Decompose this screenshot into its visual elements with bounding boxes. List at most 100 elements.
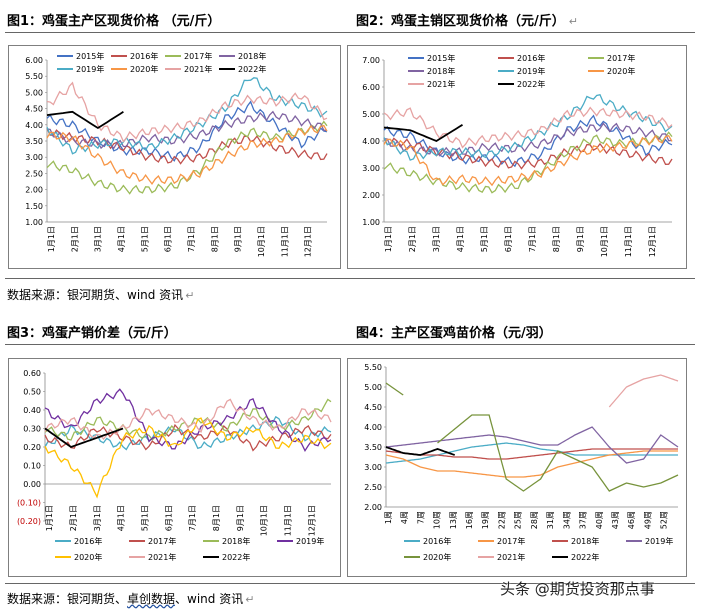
fig1-ytick-5: 3.50 (25, 137, 43, 146)
fig3-legend-label-1: 2017年 (148, 536, 176, 546)
fig4-xtick-14: 43周 (611, 511, 620, 529)
watermark: 头条 @期货投资那点事 (500, 580, 655, 598)
fig3-legend-label-2: 2018年 (222, 536, 250, 546)
fig4-series-5 (608, 374, 679, 408)
source-note-top: 数据来源：银河期货、wind 资讯 ↵ (7, 288, 195, 302)
fig1-legend-label-0: 2015年 (76, 51, 104, 61)
fig4-xtick-11: 34周 (562, 511, 571, 529)
fig2-series-4 (383, 94, 673, 161)
fig4-xtick-6: 19周 (481, 511, 490, 529)
fig1-ytick-3: 2.50 (25, 169, 43, 178)
fig4-xtick-1: 4周 (400, 511, 409, 524)
fig1-legend-label-7: 2022年 (238, 64, 266, 74)
fig4-xtick-16: 49周 (643, 511, 652, 529)
fig3-ytick-3: 0.10 (23, 462, 41, 471)
fig1-title: 图1：鸡蛋主产区现货价格 （元/斤） (7, 14, 221, 29)
fig4-ytick-0: 2.00 (364, 503, 382, 512)
fig4-xtick-15: 46周 (627, 511, 636, 529)
fig3-legend-label-4: 2020年 (74, 552, 102, 562)
source-rule-top (5, 278, 695, 279)
fig2-xtick-0: 1月1日 (384, 226, 393, 252)
fig4-xtick-12: 37周 (579, 511, 588, 529)
fig3-ytick-5: 0.30 (23, 425, 41, 434)
fig3-xtick-5: 6月1日 (164, 505, 173, 531)
fig2-legend-label-5: 2020年 (607, 66, 635, 76)
fig3-ytick-1: (0.10) (17, 499, 41, 508)
fig4-xtick-0: 1周 (384, 511, 393, 524)
fig2-xtick-2: 3月1日 (432, 226, 441, 252)
fig2-ytick-2: 3.00 (362, 164, 380, 173)
fig2-legend-label-3: 2018年 (427, 66, 455, 76)
fig4-legend-label-4: 2020年 (423, 552, 451, 562)
fig1-xtick-4: 5月1日 (140, 226, 149, 252)
fig3-panel: (0.20) (0.10) 0.00 0.10 0.20 0.30 0.40 0.50 0.60… (8, 358, 341, 577)
fig2-legend-label-1: 2016年 (517, 53, 545, 63)
fig2-xtick-7: 8月1日 (552, 226, 561, 252)
fig4-xtick-2: 7周 (416, 511, 425, 524)
fig4-legend-label-0: 2016年 (423, 536, 451, 546)
fig1-ytick-2: 2.00 (25, 186, 43, 195)
fig1-xtick-10: 11月1日 (280, 226, 289, 257)
fig1-ytick-9: 5.50 (25, 72, 43, 81)
fig1-xtick-8: 9月1日 (234, 226, 243, 252)
fig2-xtick-5: 6月1日 (504, 226, 513, 252)
fig4-xtick-7: 22周 (497, 511, 506, 529)
fig2-series-5 (383, 134, 673, 187)
fig4-xtick-4: 13周 (449, 511, 458, 529)
fig1-series-6 (46, 81, 328, 143)
fig4-ytick-7: 5.50 (364, 363, 382, 372)
fig2-xtick-3: 4月1日 (456, 226, 465, 252)
fig2-legend-label-6: 2021年 (427, 79, 455, 89)
fig2-xtick-10: 11月1日 (624, 226, 633, 257)
fig3-series-5 (44, 398, 332, 441)
fig4-xtick-17: 52周 (660, 511, 669, 529)
fig1-series-4 (46, 77, 328, 155)
fig4-ytick-6: 5.00 (364, 383, 382, 392)
fig3-series-6 (44, 427, 124, 449)
fig4-ytick-1: 2.50 (364, 483, 382, 492)
fig1-ytick-7: 4.50 (25, 105, 43, 114)
fig1-ytick-0: 1.00 (25, 218, 43, 227)
fig1-legend-label-2: 2017年 (184, 51, 212, 61)
fig2-legend-label-4: 2019年 (517, 66, 545, 76)
fig2-series-7 (383, 124, 463, 143)
fig1-xtick-0: 1月1日 (47, 226, 56, 252)
fig1-series-5 (46, 124, 328, 186)
fig4-ytick-3: 3.50 (364, 443, 382, 452)
fig3-legend-label-6: 2022年 (222, 552, 250, 562)
fig1-xtick-5: 6月1日 (164, 226, 173, 252)
fig3-ytick-8: 0.60 (23, 369, 41, 378)
fig3-xtick-0: 1月1日 (45, 505, 54, 531)
fig3-xtick-1: 2月1日 (69, 505, 78, 531)
fig4-xtick-3: 10周 (433, 511, 442, 529)
fig1-xtick-11: 12月1日 (304, 226, 313, 257)
fig1-ytick-10: 6.00 (25, 56, 43, 65)
fig4-ytick-5: 4.50 (364, 403, 382, 412)
fig4-xtick-9: 28周 (530, 511, 539, 529)
fig2-legend-label-7: 2022年 (517, 79, 545, 89)
fig4-title: 图4：主产区蛋鸡苗价格（元/羽） (356, 326, 552, 341)
fig1-panel: 1.00 1.50 2.00 2.50 3.00 3.50 4.00 4.50 5.00 5.50… (8, 45, 341, 269)
fig4-xtick-13: 40周 (595, 511, 604, 529)
fig2-ytick-0: 1.00 (362, 218, 380, 227)
fig4-chart: 2.00 2.50 3.00 3.50 4.00 4.50 5.00 5.50 1周 4周 7周 10… (364, 363, 679, 562)
fig1-series-1 (46, 128, 328, 165)
fig4-series-4 (385, 382, 679, 492)
fig2-ytick-5: 6.00 (362, 83, 380, 92)
fig1-series-3 (46, 110, 327, 150)
fig2-legend-label-2: 2017年 (607, 53, 635, 63)
source-rule-bottom (5, 583, 695, 584)
fig1-xtick-2: 3月1日 (94, 226, 103, 252)
fig3-xtick-3: 4月1日 (117, 505, 126, 531)
fig3-xtick-6: 7月1日 (188, 505, 197, 531)
fig3-legend-label-0: 2016年 (74, 536, 102, 546)
fig4-series-1 (385, 450, 678, 478)
fig4-series-2 (385, 448, 678, 460)
fig3-ytick-0: (0.20) (17, 517, 41, 526)
fig1-ytick-6: 4.00 (25, 121, 43, 130)
fig4-legend-label-6: 2022年 (571, 552, 599, 562)
fig2-xtick-11: 12月1日 (648, 226, 657, 257)
fig2-title: 图2：鸡蛋主销区现货价格（元/斤） ↵ (356, 14, 579, 29)
fig4-series-0 (385, 442, 678, 464)
fig2-xtick-6: 7月1日 (528, 226, 537, 252)
